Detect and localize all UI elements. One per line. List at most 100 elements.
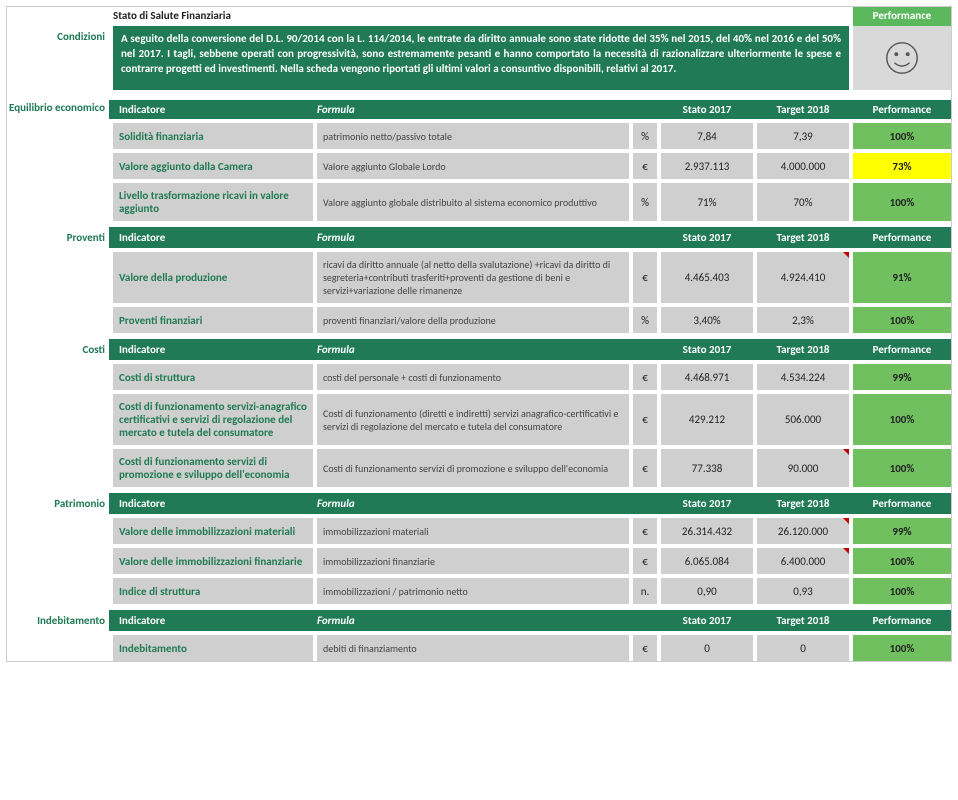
- row-label-spacer: [7, 307, 109, 333]
- section-columns: Indicatore Formula Stato 2017 Target 2018 Pe…: [113, 100, 951, 119]
- cell-indicatore: Costi di funzionamento servizi-anagrafic…: [113, 394, 313, 445]
- cell-performance: 100%: [853, 123, 951, 149]
- row-label-spacer: [7, 635, 109, 661]
- col-formula: Formula: [317, 497, 629, 510]
- cell-unit: €: [633, 394, 657, 445]
- cell-formula: Costi di funzionamento servizi di promoz…: [317, 449, 629, 487]
- cell-performance: 100%: [853, 635, 951, 661]
- row-cells: Valore delle immobilizzazioni finanziari…: [113, 548, 951, 574]
- col-target: Target 2018: [757, 614, 849, 627]
- data-row: Proventi finanziariproventi finanziari/v…: [7, 307, 951, 333]
- cell-formula: immobilizzazioni / patrimonio netto: [317, 578, 629, 604]
- data-row: Indice di strutturaimmobilizzazioni / pa…: [7, 578, 951, 604]
- cell-target: 90.000: [757, 449, 849, 487]
- report: Stato di Salute Finanziaria Performance …: [6, 6, 952, 662]
- section-columns: IndicatoreFormulaStato 2017Target 2018Pe…: [113, 493, 951, 514]
- section-columns: IndicatoreFormulaStato 2017Target 2018Pe…: [113, 339, 951, 360]
- col-performance: Performance: [853, 103, 951, 116]
- cell-unit: n.: [633, 578, 657, 604]
- cell-stato: 0: [661, 635, 753, 661]
- data-row: Valore della produzionericavi da diritto…: [7, 252, 951, 303]
- performance-header: Performance: [853, 7, 951, 26]
- cell-unit: %: [633, 307, 657, 333]
- cell-unit: €: [633, 548, 657, 574]
- cell-stato: 429.212: [661, 394, 753, 445]
- row-cells: Indebitamentodebiti di finanziamento€001…: [113, 635, 951, 661]
- performance-smiley-box: [853, 26, 951, 90]
- data-row: Costi di funzionamento servizi di promoz…: [7, 449, 951, 487]
- cell-performance: 100%: [853, 578, 951, 604]
- cell-indicatore: Proventi finanziari: [113, 307, 313, 333]
- comment-mark-icon: [843, 548, 849, 554]
- section-header: CostiIndicatoreFormulaStato 2017Target 2…: [7, 339, 951, 360]
- cell-unit: €: [633, 252, 657, 303]
- cell-formula: costi del personale + costi di funzionam…: [317, 364, 629, 390]
- section-columns: IndicatoreFormulaStato 2017Target 2018Pe…: [113, 610, 951, 631]
- cell-target: 6.400.000: [757, 548, 849, 574]
- cell-performance: 100%: [853, 548, 951, 574]
- smiley-icon: [853, 26, 951, 90]
- col-stato: Stato 2017: [661, 231, 753, 244]
- cell-stato: 26.314.432: [661, 518, 753, 544]
- col-performance: Performance: [853, 614, 951, 627]
- cell-indicatore: Valore aggiunto dalla Camera: [113, 153, 313, 179]
- section-label: Proventi: [7, 227, 109, 248]
- row-cells: Costi di strutturacosti del personale + …: [113, 364, 951, 390]
- row-cells: Valore delle immobilizzazioni materialii…: [113, 518, 951, 544]
- cell-performance: 100%: [853, 394, 951, 445]
- row-cells: Valore aggiunto dalla CameraValore aggiu…: [113, 153, 951, 179]
- col-indicatore: Indicatore: [113, 497, 313, 510]
- col-stato: Stato 2017: [661, 103, 753, 116]
- data-row: Costi di funzionamento servizi-anagrafic…: [7, 394, 951, 445]
- cell-target: 26.120.000: [757, 518, 849, 544]
- cell-unit: %: [633, 123, 657, 149]
- section-label: Costi: [7, 339, 109, 360]
- col-formula: Formula: [317, 231, 629, 244]
- col-indicatore: Indicatore: [113, 103, 313, 116]
- section-header: PatrimonioIndicatoreFormulaStato 2017Tar…: [7, 493, 951, 514]
- cell-formula: Costi di funzionamento (diretti e indire…: [317, 394, 629, 445]
- cell-unit: €: [633, 518, 657, 544]
- cell-stato: 4.468.971: [661, 364, 753, 390]
- row-cells: Solidità finanziariapatrimonio netto/pas…: [113, 123, 951, 149]
- cell-target: 0: [757, 635, 849, 661]
- cell-unit: %: [633, 183, 657, 221]
- col-stato: Stato 2017: [661, 614, 753, 627]
- cell-indicatore: Indice di struttura: [113, 578, 313, 604]
- data-row: Indebitamentodebiti di finanziamento€001…: [7, 635, 951, 661]
- cell-target: 7,39: [757, 123, 849, 149]
- condizioni-row: Condizioni A seguito della conversione d…: [7, 26, 951, 90]
- row-label-spacer: [7, 518, 109, 544]
- cell-indicatore: Solidità finanziaria: [113, 123, 313, 149]
- col-stato: Stato 2017: [661, 497, 753, 510]
- cell-performance: 100%: [853, 449, 951, 487]
- data-row: Valore delle immobilizzazioni finanziari…: [7, 548, 951, 574]
- col-formula: Formula: [317, 103, 629, 116]
- cell-performance: 73%: [853, 153, 951, 179]
- row-label-spacer: [7, 123, 109, 149]
- row-label-spacer: [7, 153, 109, 179]
- cell-performance: 99%: [853, 364, 951, 390]
- section-columns: IndicatoreFormulaStato 2017Target 2018Pe…: [113, 227, 951, 248]
- cell-unit: €: [633, 153, 657, 179]
- title-label-spacer: [7, 7, 109, 26]
- comment-mark-icon: [843, 518, 849, 524]
- row-cells: Costi di funzionamento servizi-anagrafic…: [113, 394, 951, 445]
- cell-target: 2,3%: [757, 307, 849, 333]
- cell-stato: 77.338: [661, 449, 753, 487]
- cell-indicatore: Costi di funzionamento servizi di promoz…: [113, 449, 313, 487]
- cell-unit: €: [633, 635, 657, 661]
- cell-target: 4.924.410: [757, 252, 849, 303]
- data-row: Costi di strutturacosti del personale + …: [7, 364, 951, 390]
- cell-stato: 3,40%: [661, 307, 753, 333]
- cell-indicatore: Valore delle immobilizzazioni materiali: [113, 518, 313, 544]
- cell-unit: €: [633, 449, 657, 487]
- col-target: Target 2018: [757, 103, 849, 116]
- row-label-spacer: [7, 394, 109, 445]
- cell-target: 4.000.000: [757, 153, 849, 179]
- data-row: Valore aggiunto dalla CameraValore aggiu…: [7, 153, 951, 179]
- cell-indicatore: Indebitamento: [113, 635, 313, 661]
- cell-stato: 0,90: [661, 578, 753, 604]
- cell-stato: 4.465.403: [661, 252, 753, 303]
- col-target: Target 2018: [757, 343, 849, 356]
